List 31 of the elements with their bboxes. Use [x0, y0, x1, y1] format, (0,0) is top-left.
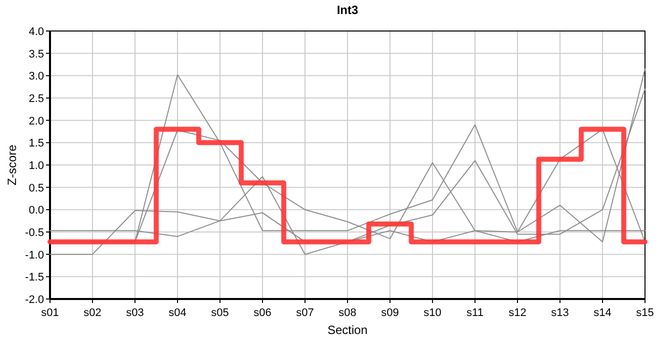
x-tick-label: s14	[594, 307, 612, 319]
y-tick-label: 1.0	[28, 160, 44, 172]
x-tick-label: s04	[168, 307, 186, 319]
x-tick-label: s02	[84, 307, 102, 319]
y-tick-label: 3.5	[28, 48, 44, 60]
x-tick-label: s06	[254, 307, 272, 319]
y-tick-label: -1.0	[25, 249, 44, 262]
x-tick-label: s01	[41, 307, 59, 319]
x-tick-label: s09	[381, 307, 399, 319]
x-tick-label: s11	[466, 307, 484, 319]
y-tick-label: -1.5	[25, 272, 44, 284]
y-tick-label: 0.5	[28, 182, 44, 194]
chart-title: Int3	[336, 3, 358, 17]
x-tick-label: s12	[508, 307, 526, 319]
x-axis-title: Section	[327, 323, 368, 337]
x-tick-label: s15	[636, 307, 654, 319]
y-tick-label: -0.5	[25, 227, 44, 239]
y-tick-label: 3.0	[28, 70, 44, 83]
y-tick-label: 1.5	[28, 138, 44, 150]
x-tick-label: s03	[126, 307, 144, 319]
y-tick-label: -2.0	[25, 294, 44, 306]
x-tick-label: s10	[424, 307, 442, 319]
y-tick-label: 2.0	[28, 115, 44, 128]
x-tick-label: s07	[296, 307, 314, 319]
y-tick-label: 0.0	[28, 204, 44, 217]
y-tick-label: 2.5	[28, 93, 44, 105]
y-axis-title: Z-score	[5, 144, 19, 186]
x-tick-label: s13	[551, 307, 569, 319]
x-tick-label: s08	[338, 307, 356, 319]
x-tick-label: s05	[211, 307, 229, 319]
y-tick-label: 4.0	[28, 26, 44, 38]
